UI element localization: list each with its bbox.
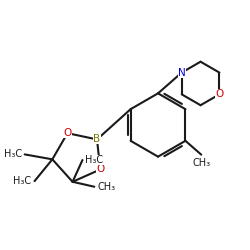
Text: O: O [96, 164, 104, 174]
Text: O: O [215, 89, 224, 99]
Text: CH₃: CH₃ [192, 158, 210, 168]
Text: O: O [63, 128, 72, 138]
Text: H₃C: H₃C [86, 155, 103, 165]
Text: H₃C: H₃C [4, 150, 22, 160]
Text: CH₃: CH₃ [97, 182, 116, 192]
Text: H₃C: H₃C [14, 176, 32, 186]
Text: N: N [178, 68, 186, 78]
Text: B: B [94, 134, 100, 144]
